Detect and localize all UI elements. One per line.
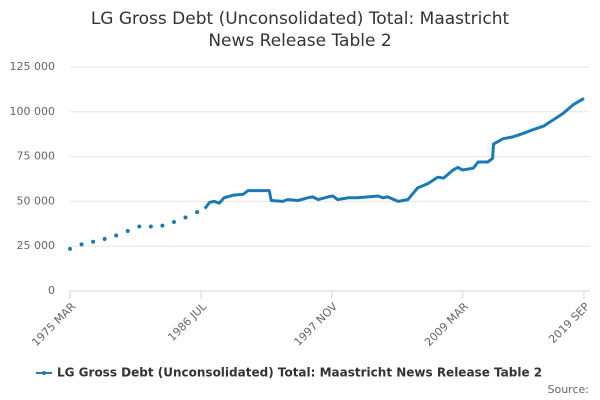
- source: Source:: [548, 383, 590, 396]
- y-tick-label: 125 000: [10, 60, 56, 73]
- data-point: [183, 215, 188, 220]
- y-tick-label: 75 000: [17, 150, 56, 163]
- data-point: [125, 228, 130, 233]
- chart-title: LG Gross Debt (Unconsolidated) Total: Ma…: [90, 9, 510, 51]
- legend-label: LG Gross Debt (Unconsolidated) Total: Ma…: [57, 366, 542, 380]
- data-point: [79, 242, 84, 247]
- legend-marker: [42, 371, 46, 375]
- data-point: [148, 224, 153, 229]
- y-tick-label: 25 000: [17, 239, 56, 252]
- data-point: [195, 210, 200, 215]
- data-point: [114, 233, 119, 238]
- x-tick-label: 2019 SEP: [546, 300, 592, 346]
- data-point: [160, 223, 165, 228]
- y-tick-label: 50 000: [17, 194, 56, 207]
- y-tick-label: 100 000: [10, 105, 56, 118]
- y-tick-label: 0: [48, 284, 55, 297]
- data-point: [91, 239, 96, 244]
- x-tick-label: 1997 NOV: [291, 300, 340, 349]
- x-tick-label: 1986 JUL: [165, 299, 209, 343]
- x-tick-label: 2009 MAR: [422, 300, 471, 349]
- x-tick-label: 1975 MAR: [29, 300, 78, 349]
- data-point: [171, 220, 176, 225]
- data-point: [68, 246, 72, 251]
- data-point: [137, 224, 142, 229]
- data-point: [102, 237, 107, 242]
- data-line: [203, 97, 585, 210]
